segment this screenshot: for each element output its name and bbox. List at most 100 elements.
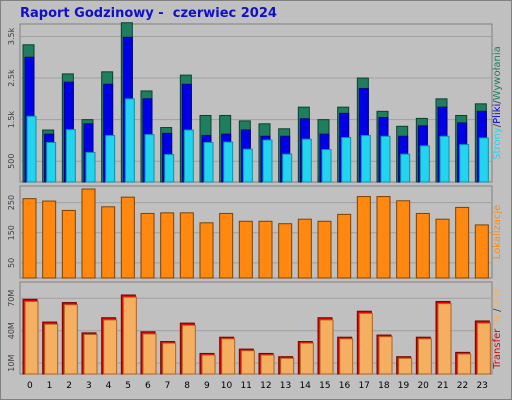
- x-tick-label: 21: [437, 381, 448, 391]
- x-tick-label: 22: [457, 381, 468, 391]
- bar-bottom-transfer-in-22: [457, 353, 472, 375]
- legend-label-bottom: Transfer IN /OUT: [492, 286, 503, 370]
- x-tick-label: 23: [476, 381, 487, 391]
- bar-top-strony-8: [183, 129, 194, 183]
- bar-bottom-transfer-in-4: [103, 319, 118, 375]
- bar-top-strony-23: [478, 137, 489, 183]
- legend-text: Wywołania: [492, 46, 503, 100]
- x-tick-label: 6: [145, 381, 151, 391]
- x-tick-label: 11: [240, 381, 251, 391]
- x-tick-label: 19: [398, 381, 410, 391]
- bar-bottom-transfer-in-11: [240, 350, 255, 375]
- bar-middle-lokalizacje-11: [238, 220, 253, 279]
- x-tick-label: 20: [417, 381, 429, 391]
- bar-middle-lokalizacje-8: [179, 212, 194, 279]
- x-tick-label: 10: [221, 381, 233, 391]
- bar-middle-lokalizacje-15: [317, 220, 332, 279]
- bar-bottom-transfer-in-14: [299, 342, 314, 375]
- bar-top-strony-16: [341, 137, 352, 183]
- bar-middle-lokalizacje-16: [337, 213, 352, 279]
- x-tick-label: 5: [125, 381, 131, 391]
- bar-middle-lokalizacje-1: [42, 200, 57, 279]
- bar-top-strony-21: [439, 135, 450, 183]
- page-title: Raport Godzinowy - czerwiec 2024: [20, 6, 277, 21]
- bar-middle-lokalizacje-13: [278, 223, 293, 279]
- bar-top-strony-14: [301, 138, 312, 183]
- bar-top-strony-11: [242, 148, 253, 183]
- bar-bottom-transfer-in-18: [378, 336, 393, 375]
- bar-top-strony-5: [124, 98, 135, 183]
- x-tick-label: 15: [319, 381, 330, 391]
- bar-middle-lokalizacje-3: [81, 188, 96, 279]
- y-tick-label: 70M: [7, 290, 16, 307]
- bar-bottom-transfer-in-1: [44, 323, 59, 375]
- bar-bottom-transfer-in-16: [339, 338, 354, 375]
- bar-bottom-transfer-in-20: [417, 338, 432, 375]
- x-tick-label: 3: [86, 381, 92, 391]
- x-tick-label: 1: [47, 381, 53, 391]
- x-tick-label: 4: [106, 381, 112, 391]
- legend-label-middle: Lokalizacje: [492, 205, 503, 260]
- bar-top-strony-12: [262, 139, 273, 183]
- bar-bottom-transfer-in-21: [437, 303, 452, 375]
- bar-top-strony-18: [380, 135, 391, 183]
- y-tick-label: 40M: [7, 322, 16, 339]
- x-tick-label: 0: [27, 381, 33, 391]
- panel-bottom: [19, 281, 493, 375]
- y-tick-label: 150: [7, 225, 16, 240]
- bar-middle-lokalizacje-18: [376, 196, 391, 279]
- bar-bottom-transfer-in-13: [280, 357, 295, 375]
- bar-bottom-transfer-in-23: [476, 322, 491, 375]
- bar-top-strony-15: [321, 149, 332, 183]
- x-tick-label: 13: [280, 381, 291, 391]
- bar-middle-lokalizacje-6: [140, 212, 155, 279]
- bar-top-strony-22: [459, 144, 470, 183]
- x-tick-label: 12: [260, 381, 271, 391]
- x-tick-label: 7: [165, 381, 171, 391]
- x-tick-label: 8: [184, 381, 190, 391]
- x-tick-label: 16: [339, 381, 351, 391]
- bar-bottom-transfer-in-10: [221, 338, 236, 375]
- bar-top-strony-6: [144, 134, 155, 183]
- panel-top: [19, 23, 493, 183]
- bar-bottom-transfer-in-8: [181, 324, 196, 375]
- legend-text: Lokalizacje: [492, 205, 503, 260]
- legend-text: /: [492, 100, 503, 104]
- bar-middle-lokalizacje-17: [356, 196, 371, 279]
- bar-middle-lokalizacje-20: [415, 212, 430, 279]
- bar-top-strony-17: [360, 134, 371, 183]
- y-tick-label: 2.5k: [7, 69, 16, 87]
- bar-middle-lokalizacje-23: [474, 224, 489, 279]
- bar-middle-lokalizacje-4: [101, 206, 116, 279]
- bar-bottom-transfer-in-3: [83, 333, 98, 375]
- bar-bottom-transfer-in-19: [398, 357, 413, 375]
- bar-top-strony-7: [164, 154, 175, 183]
- bar-middle-lokalizacje-10: [219, 212, 234, 279]
- y-tick-label: 250: [7, 195, 16, 210]
- legend-label-top: Strony/Pliki/Wywołania: [492, 46, 503, 160]
- bar-bottom-transfer-in-2: [63, 304, 78, 375]
- x-tick-label: 18: [378, 381, 390, 391]
- bar-bottom-transfer-in-7: [162, 342, 177, 375]
- y-tick-label: 10M: [7, 355, 16, 372]
- bar-middle-lokalizacje-7: [160, 212, 175, 279]
- y-tick-label: 1.5k: [7, 111, 16, 129]
- bar-middle-lokalizacje-0: [22, 198, 37, 279]
- legend-text: /: [492, 308, 503, 312]
- y-tick-label: 3.5k: [7, 27, 16, 45]
- bar-top-strony-9: [203, 142, 214, 183]
- bar-bottom-transfer-in-0: [24, 300, 39, 375]
- bar-bottom-transfer-in-6: [142, 333, 157, 375]
- legend-text: Transfer: [492, 328, 503, 370]
- legend-text: Pliki: [492, 104, 503, 124]
- bar-middle-lokalizacje-12: [258, 220, 273, 279]
- bar-middle-lokalizacje-2: [61, 209, 76, 279]
- legend-text: IN: [492, 312, 503, 329]
- x-tick-label: 9: [204, 381, 210, 391]
- bar-middle-lokalizacje-9: [199, 222, 214, 279]
- bar-top-strony-20: [419, 145, 430, 183]
- y-tick-label: 500: [7, 154, 16, 169]
- bar-top-strony-4: [105, 134, 116, 183]
- bar-middle-lokalizacje-19: [396, 200, 411, 279]
